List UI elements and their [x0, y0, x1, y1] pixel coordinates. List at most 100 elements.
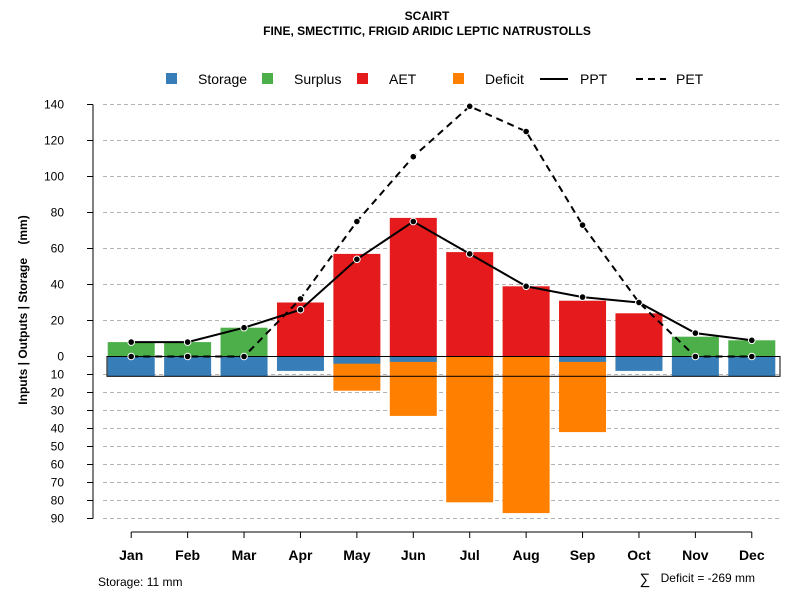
ppt-point — [409, 217, 418, 226]
y-tick-label: 70 — [51, 476, 65, 490]
legend-label-pet: PET — [676, 71, 704, 87]
ppt-point — [747, 336, 756, 345]
pet-point — [127, 352, 136, 361]
ppt-point — [353, 255, 361, 264]
pet-point — [578, 221, 587, 229]
aet-bar — [446, 252, 494, 357]
pet-point — [296, 295, 305, 303]
y-tick-label: 100 — [44, 170, 64, 184]
y-tick-label: 0 — [57, 350, 64, 364]
legend: Storage Surplus AET Deficit PPT PET — [166, 71, 704, 87]
storage-bar — [728, 356, 776, 377]
aet-bar — [615, 313, 663, 357]
legend-swatch-deficit — [453, 73, 464, 84]
ppt-point — [522, 282, 530, 291]
y-tick-label: 120 — [44, 134, 64, 148]
storage-bar — [671, 356, 719, 377]
surplus-bar — [671, 336, 719, 357]
storage-bar — [559, 356, 607, 362]
deficit-bar — [446, 356, 494, 503]
ppt-point — [578, 293, 587, 301]
pet-point — [240, 352, 248, 361]
aet-bar — [389, 217, 437, 357]
pet-point — [465, 102, 474, 111]
series-lines — [127, 102, 756, 361]
x-tick-label: Sep — [570, 547, 596, 563]
axes: 0 20 40 60 80 100 120 140 10 20 30 40 50 60 70 80 90 Jan F… — [44, 98, 765, 564]
y-tick-label: 40 — [51, 278, 65, 292]
legend-swatch-storage — [166, 73, 177, 84]
y-axis-label: Inputs | Outputs | Storage (mm) — [16, 215, 30, 404]
storage-bar — [333, 356, 381, 364]
x-tick-label: Jan — [119, 547, 143, 563]
deficit-bar — [559, 356, 607, 433]
pet-point — [522, 127, 530, 136]
legend-label-aet: AET — [389, 71, 417, 87]
legend-label-storage: Storage — [198, 71, 247, 87]
storage-bar — [276, 356, 324, 371]
y-tick-label: 40 — [51, 422, 65, 436]
y-tick-label: 60 — [51, 458, 65, 472]
x-tick-label: Oct — [627, 547, 651, 563]
ppt-point — [240, 323, 248, 332]
storage-note: Storage: 11 mm — [98, 575, 182, 589]
grid-lines — [103, 104, 780, 519]
y-tick-label: 90 — [51, 512, 65, 526]
y-tick-label: 140 — [44, 98, 64, 112]
sigma-icon: ∑ — [640, 571, 651, 588]
ppt-point — [691, 329, 700, 337]
y-tick-label: 80 — [51, 494, 65, 508]
x-tick-label: Feb — [175, 547, 200, 563]
storage-bar — [107, 356, 155, 377]
deficit-note: Deficit = -269 mm — [661, 571, 755, 585]
pet-point — [409, 152, 418, 161]
y-tick-label: 50 — [51, 440, 65, 454]
surplus-bar — [107, 342, 155, 357]
ppt-point — [296, 305, 305, 314]
storage-bar — [164, 356, 212, 377]
y-tick-label: 60 — [51, 242, 65, 256]
x-tick-label: Apr — [288, 547, 313, 563]
bars — [106, 217, 781, 514]
ppt-point — [183, 338, 192, 346]
y-tick-label: 30 — [51, 404, 65, 418]
legend-label-deficit: Deficit — [485, 71, 524, 87]
ppt-line — [131, 220, 752, 344]
storage-capacity-box — [106, 356, 781, 377]
x-tick-label: Dec — [739, 547, 765, 563]
surplus-bar — [164, 342, 212, 357]
ppt-point — [465, 250, 474, 258]
y-tick-label: 20 — [51, 386, 65, 400]
storage-bar — [220, 356, 268, 377]
y-tick-label: 10 — [51, 368, 65, 382]
ppt-point — [635, 298, 643, 307]
x-tick-label: May — [343, 547, 370, 563]
pet-point — [691, 352, 700, 361]
chart-subtitle: FINE, SMECTITIC, FRIGID ARIDIC LEPTIC NA… — [263, 24, 591, 38]
pet-point — [353, 217, 361, 226]
legend-swatch-aet — [357, 73, 368, 84]
y-tick-label: 20 — [51, 314, 65, 328]
pet-point — [747, 352, 756, 361]
surplus-bar — [728, 340, 776, 357]
ppt-point — [127, 338, 136, 346]
deficit-bar — [502, 356, 550, 514]
storage-bar — [389, 356, 437, 362]
aet-bar — [333, 253, 381, 357]
aet-bar — [502, 286, 550, 357]
x-tick-label: Mar — [232, 547, 257, 563]
pet-point — [183, 352, 192, 361]
aet-bar — [559, 300, 607, 357]
x-tick-label: Aug — [513, 547, 540, 563]
legend-label-ppt: PPT — [580, 71, 608, 87]
x-tick-label: Jun — [401, 547, 426, 563]
pet-line — [131, 105, 752, 358]
legend-label-surplus: Surplus — [294, 71, 341, 87]
x-tick-label: Jul — [460, 547, 480, 563]
deficit-bar — [389, 356, 437, 416]
storage-bar — [615, 356, 663, 371]
y-tick-label: 80 — [51, 206, 65, 220]
legend-swatch-surplus — [262, 73, 273, 84]
x-tick-label: Nov — [682, 547, 709, 563]
